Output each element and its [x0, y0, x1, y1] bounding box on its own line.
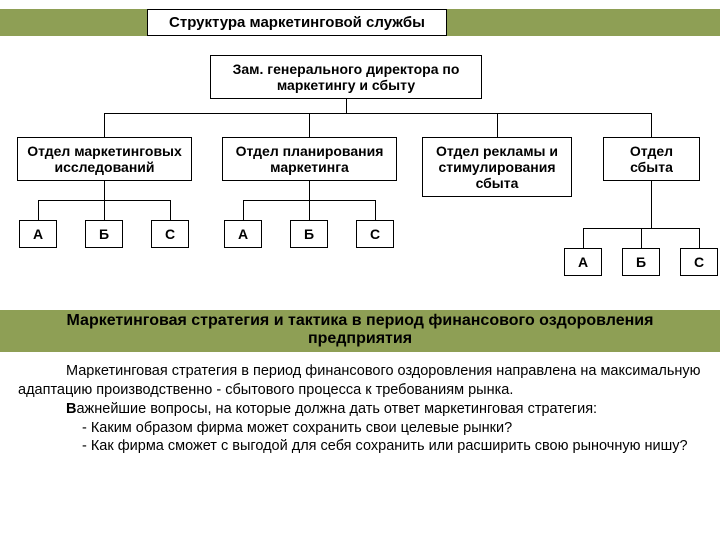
- conn-root-down: [346, 99, 347, 113]
- conn-d2-va: [243, 200, 244, 220]
- leaf-4c: С: [680, 248, 718, 276]
- leaf-4b: Б: [622, 248, 660, 276]
- conn-d2-down: [309, 181, 310, 200]
- leaf-4a-text: А: [578, 254, 588, 270]
- p1: Маркетинговая стратегия в период финансо…: [18, 362, 702, 400]
- q1: - Каким образом фирма может сохранить св…: [18, 419, 702, 438]
- dept-2: Отдел планирования маркетинга: [222, 137, 397, 181]
- conn-d4-vb: [641, 228, 642, 248]
- dept-3: Отдел рекламы и стимулирования сбыта: [422, 137, 572, 197]
- title-box: Структура маркетинговой службы: [147, 9, 447, 36]
- conn-d4-down: [651, 181, 652, 228]
- leaf-2b-text: Б: [304, 226, 314, 242]
- root-text: Зам. генерального директора по маркетинг…: [215, 61, 477, 93]
- title-text: Структура маркетинговой службы: [169, 14, 425, 31]
- conn-d2-vc: [375, 200, 376, 220]
- conn-d1-vc: [170, 200, 171, 220]
- root-box: Зам. генерального директора по маркетинг…: [210, 55, 482, 99]
- conn-d4-va: [583, 228, 584, 248]
- leaf-2b: Б: [290, 220, 328, 248]
- conn-d1-vb: [104, 200, 105, 220]
- leaf-4c-text: С: [694, 254, 704, 270]
- strategy-heading: Маркетинговая стратегия и тактика в пери…: [60, 312, 660, 348]
- dept-1: Отдел маркетинговых исследований: [17, 137, 192, 181]
- conn-v-d4: [651, 113, 652, 137]
- body-text: Маркетинговая стратегия в период финансо…: [18, 362, 702, 456]
- leaf-2a-text: А: [238, 226, 248, 242]
- p2-bold: В: [66, 401, 76, 417]
- q1-text: - Каким образом фирма может сохранить св…: [82, 420, 512, 436]
- dept-1-text: Отдел маркетинговых исследований: [22, 143, 187, 175]
- leaf-1b-text: Б: [99, 226, 109, 242]
- leaf-4b-text: Б: [636, 254, 646, 270]
- p1-text: Маркетинговая стратегия в период финансо…: [18, 363, 701, 398]
- conn-d4-vc: [699, 228, 700, 248]
- conn-d1-va: [38, 200, 39, 220]
- q2: - Как фирма сможет с выгодой для себя со…: [18, 437, 702, 456]
- leaf-2c-text: С: [370, 226, 380, 242]
- leaf-1b: Б: [85, 220, 123, 248]
- leaf-4a: А: [564, 248, 602, 276]
- conn-v-d2: [309, 113, 310, 137]
- conn-d2-vb: [309, 200, 310, 220]
- p2: Важнейшие вопросы, на которые должна дат…: [18, 400, 702, 419]
- dept-4-text: Отдел сбыта: [608, 143, 695, 175]
- leaf-1a: А: [19, 220, 57, 248]
- conn-v-d3: [497, 113, 498, 137]
- q2-text: - Как фирма сможет с выгодой для себя со…: [82, 438, 688, 454]
- leaf-2a: А: [224, 220, 262, 248]
- conn-v-d1: [104, 113, 105, 137]
- leaf-2c: С: [356, 220, 394, 248]
- strategy-heading-text: Маркетинговая стратегия и тактика в пери…: [67, 312, 654, 347]
- dept-2-text: Отдел планирования маркетинга: [227, 143, 392, 175]
- dept-3-text: Отдел рекламы и стимулирования сбыта: [427, 143, 567, 191]
- conn-h-main: [104, 113, 652, 114]
- leaf-1a-text: А: [33, 226, 43, 242]
- p2-rest: ажнейшие вопросы, на которые должна дать…: [76, 401, 597, 417]
- conn-d1-down: [104, 181, 105, 200]
- leaf-1c-text: С: [165, 226, 175, 242]
- leaf-1c: С: [151, 220, 189, 248]
- dept-4: Отдел сбыта: [603, 137, 700, 181]
